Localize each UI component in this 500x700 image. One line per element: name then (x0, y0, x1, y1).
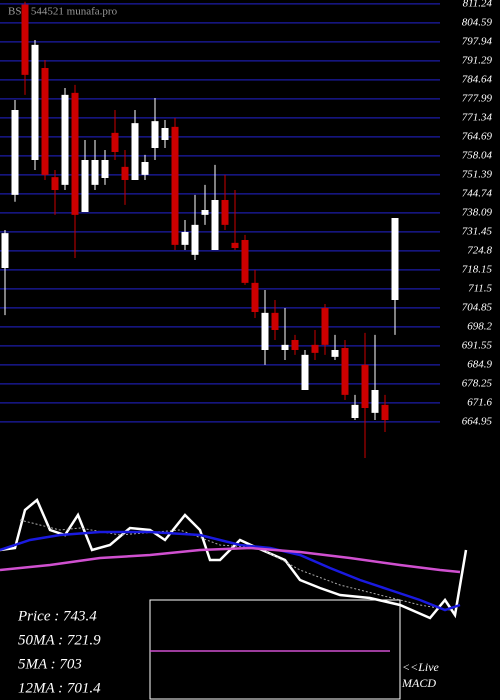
y-tick-label: 744.74 (462, 187, 493, 199)
macd-box (149, 599, 401, 700)
indicator-line (0, 530, 461, 612)
legend-entry: 5MA : 703 (18, 656, 82, 672)
indicator-line (0, 546, 461, 574)
candle-body (261, 312, 269, 350)
candle-body (321, 308, 329, 345)
y-tick-label: 797.94 (462, 35, 493, 47)
candle-body (301, 354, 309, 390)
candle-body (201, 210, 209, 215)
legend-entry: 50MA : 721.9 (18, 632, 101, 648)
candle-body (391, 218, 399, 300)
candle-body (211, 200, 219, 250)
candle-body (181, 232, 189, 245)
candle-body (131, 123, 139, 180)
y-tick-label: 751.39 (462, 168, 493, 180)
candle-body (101, 160, 109, 178)
candle-body (291, 340, 299, 350)
indicator-line (0, 497, 468, 620)
candle-body (241, 240, 249, 283)
candle-body (231, 242, 239, 248)
candle-body (371, 390, 379, 413)
y-tick-label: 724.8 (467, 244, 492, 256)
candle-body (191, 224, 199, 255)
legend-entry: Price : 743.4 (17, 608, 97, 624)
watermark: BSE 544521 munafa.pro (8, 6, 118, 18)
candle-body (341, 348, 349, 395)
y-tick-label: 771.34 (462, 111, 493, 123)
y-tick-label: 791.29 (462, 54, 493, 66)
y-tick-label: 731.45 (462, 225, 493, 237)
y-tick-label: 718.15 (462, 263, 493, 275)
y-tick-label: 698.2 (467, 320, 492, 332)
candle-body (141, 162, 149, 175)
candle-body (171, 126, 179, 245)
candle-body (41, 68, 49, 175)
candle-body (31, 44, 39, 160)
candle-body (351, 404, 359, 418)
candle-body (271, 312, 279, 330)
y-tick-label: 777.99 (462, 92, 493, 104)
candle-body (51, 177, 59, 190)
y-tick-label: 684.9 (467, 358, 492, 370)
macd-note: <<Live (402, 660, 440, 674)
candle-body (121, 166, 129, 180)
candle-body (61, 94, 69, 185)
candle-body (221, 200, 229, 225)
y-tick-label: 758.04 (462, 149, 493, 161)
candle-body (381, 404, 389, 420)
candle-body (331, 350, 339, 357)
y-tick-label: 738.09 (462, 206, 493, 218)
candle-body (71, 92, 79, 215)
indicator-line (19, 519, 451, 611)
candle-body (21, 4, 29, 75)
y-tick-label: 671.6 (467, 396, 492, 408)
candle-body (11, 110, 19, 195)
candle-body (81, 160, 89, 212)
candle-body (1, 233, 9, 268)
y-tick-label: 811.24 (463, 0, 493, 9)
candle-body (281, 344, 289, 350)
y-tick-label: 664.95 (462, 415, 493, 427)
candle-body (161, 128, 169, 140)
y-tick-label: 704.85 (462, 301, 493, 313)
candle-body (91, 160, 99, 185)
y-tick-label: 691.55 (462, 339, 493, 351)
candle-body (311, 344, 319, 353)
legend-entry: 12MA : 701.4 (18, 680, 101, 696)
y-tick-label: 678.25 (462, 377, 493, 389)
candle-body (251, 282, 259, 312)
candle-body (151, 121, 159, 148)
y-tick-label: 711.5 (468, 282, 492, 294)
y-tick-label: 764.69 (462, 130, 493, 142)
candle-body (361, 364, 369, 408)
y-tick-label: 804.59 (462, 16, 493, 28)
macd-note: MACD (401, 676, 436, 690)
candle-body (111, 132, 119, 152)
y-tick-label: 784.64 (462, 73, 493, 85)
